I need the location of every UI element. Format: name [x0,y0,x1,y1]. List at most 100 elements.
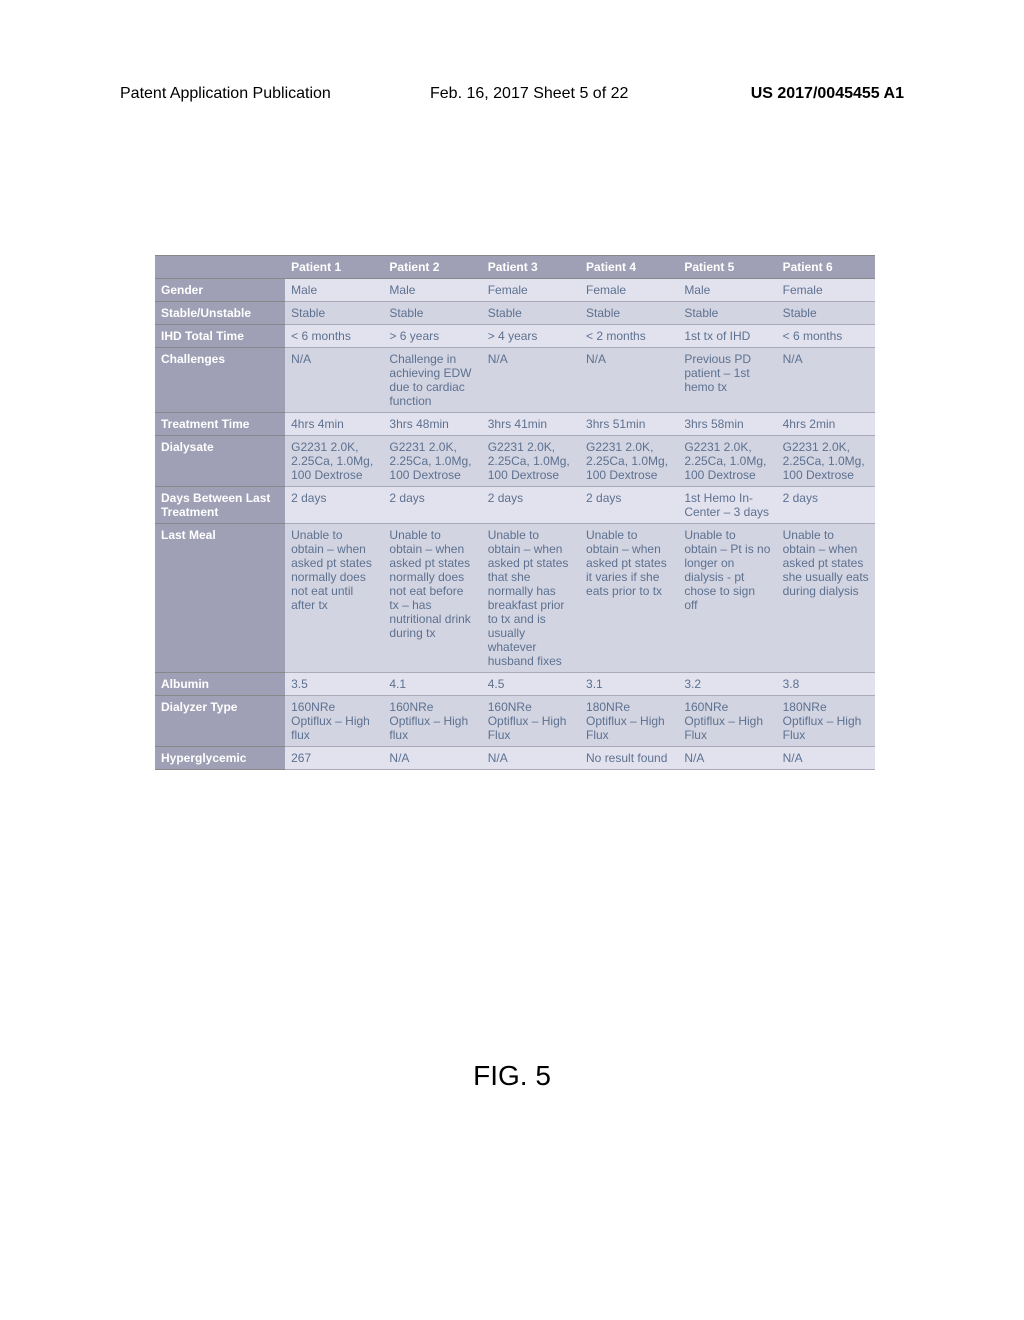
table-row: Dialyzer Type 160NRe Optiflux – High flux… [155,696,875,747]
data-cell: No result found [580,747,678,770]
data-cell: < 6 months [777,325,875,348]
data-cell: 3hrs 58min [678,413,776,436]
data-cell: Stable [383,302,481,325]
patient-data-table: Patient 1Patient 2Patient 3Patient 4Pati… [155,255,875,770]
row-label: Hyperglycemic [155,747,285,770]
data-cell: N/A [383,747,481,770]
data-cell: 180NRe Optiflux – High Flux [777,696,875,747]
data-cell: 4.5 [482,673,580,696]
data-cell: > 6 years [383,325,481,348]
data-cell: Challenge in achieving EDW due to cardia… [383,348,481,413]
data-cell: 160NRe Optiflux – High Flux [482,696,580,747]
data-cell: N/A [580,348,678,413]
data-cell: Female [777,279,875,302]
data-cell: G2231 2.0K, 2.25Ca, 1.0Mg, 100 Dextrose [580,436,678,487]
data-cell: 4.1 [383,673,481,696]
data-cell: 3.1 [580,673,678,696]
data-cell: N/A [777,747,875,770]
data-cell: N/A [777,348,875,413]
data-cell: Male [285,279,383,302]
figure-label: FIG. 5 [0,1060,1024,1092]
patient-table-wrap: Patient 1Patient 2Patient 3Patient 4Pati… [155,255,875,770]
table-row: GenderMaleMaleFemaleFemaleMaleFemale [155,279,875,302]
data-cell: 160NRe Optiflux – High Flux [678,696,776,747]
data-cell: 180NRe Optiflux – High Flux [580,696,678,747]
row-label: Gender [155,279,285,302]
data-cell: 2 days [777,487,875,524]
data-cell: 3.2 [678,673,776,696]
table-row: Albumin3.54.14.53.13.23.8 [155,673,875,696]
data-cell: Female [482,279,580,302]
data-cell: Male [383,279,481,302]
data-cell: 2 days [285,487,383,524]
data-cell: 3hrs 51min [580,413,678,436]
row-label: IHD Total Time [155,325,285,348]
data-cell: N/A [678,747,776,770]
data-cell: N/A [285,348,383,413]
data-cell: G2231 2.0K, 2.25Ca, 1.0Mg, 100 Dextrose [482,436,580,487]
data-cell: Unable to obtain – when asked pt states … [777,524,875,673]
data-cell: N/A [482,348,580,413]
column-header: Patient 5 [678,256,776,279]
table-row: IHD Total Time< 6 months> 6 years> 4 yea… [155,325,875,348]
data-cell: Stable [678,302,776,325]
data-cell: N/A [482,747,580,770]
data-cell: Male [678,279,776,302]
data-cell: 4hrs 2min [777,413,875,436]
header-publication: Patent Application Publication [120,85,331,103]
table-row: DialysateG2231 2.0K, 2.25Ca, 1.0Mg, 100 … [155,436,875,487]
table-row: Last MealUnable to obtain – when asked p… [155,524,875,673]
data-cell: Female [580,279,678,302]
column-header: Patient 4 [580,256,678,279]
row-label: Dialysate [155,436,285,487]
table-row: ChallengesN/AChallenge in achieving EDW … [155,348,875,413]
table-row: Treatment Time4hrs 4min3hrs 48min3hrs 41… [155,413,875,436]
data-cell: Unable to obtain – Pt is no longer on di… [678,524,776,673]
data-cell: 3hrs 41min [482,413,580,436]
corner-cell [155,256,285,279]
row-label: Stable/Unstable [155,302,285,325]
data-cell: 4hrs 4min [285,413,383,436]
column-header: Patient 3 [482,256,580,279]
data-cell: 3hrs 48min [383,413,481,436]
header-sheet: Feb. 16, 2017 Sheet 5 of 22 [430,85,628,103]
row-label: Challenges [155,348,285,413]
data-cell: 3.5 [285,673,383,696]
table-header-row: Patient 1Patient 2Patient 3Patient 4Pati… [155,256,875,279]
row-label: Last Meal [155,524,285,673]
data-cell: G2231 2.0K, 2.25Ca, 1.0Mg, 100 Dextrose [285,436,383,487]
data-cell: Unable to obtain – when asked pt states … [482,524,580,673]
data-cell: > 4 years [482,325,580,348]
data-cell: 2 days [383,487,481,524]
row-label: Dialyzer Type [155,696,285,747]
data-cell: 2 days [482,487,580,524]
data-cell: Stable [777,302,875,325]
data-cell: 160NRe Optiflux – High flux [383,696,481,747]
data-cell: G2231 2.0K, 2.25Ca, 1.0Mg, 100 Dextrose [678,436,776,487]
row-label: Treatment Time [155,413,285,436]
row-label: Albumin [155,673,285,696]
header-pubnum: US 2017/0045455 A1 [751,85,904,103]
table-row: Hyperglycemic267N/AN/ANo result foundN/A… [155,747,875,770]
data-cell: < 2 months [580,325,678,348]
data-cell: 2 days [580,487,678,524]
data-cell: Stable [482,302,580,325]
patent-page: Patent Application Publication Feb. 16, … [0,0,1024,1320]
data-cell: Previous PD patient – 1st hemo tx [678,348,776,413]
data-cell: Unable to obtain – when asked pt states … [285,524,383,673]
table-row: Days Between Last Treatment2 days2 days2… [155,487,875,524]
data-cell: 1st tx of IHD [678,325,776,348]
column-header: Patient 2 [383,256,481,279]
data-cell: 267 [285,747,383,770]
data-cell: Unable to obtain – when asked pt states … [383,524,481,673]
data-cell: 1st Hemo In-Center – 3 days [678,487,776,524]
data-cell: < 6 months [285,325,383,348]
column-header: Patient 1 [285,256,383,279]
data-cell: 3.8 [777,673,875,696]
data-cell: Stable [580,302,678,325]
data-cell: G2231 2.0K, 2.25Ca, 1.0Mg, 100 Dextrose [777,436,875,487]
table-row: Stable/UnstableStableStableStableStableS… [155,302,875,325]
data-cell: G2231 2.0K, 2.25Ca, 1.0Mg, 100 Dextrose [383,436,481,487]
row-label: Days Between Last Treatment [155,487,285,524]
data-cell: Unable to obtain – when asked pt states … [580,524,678,673]
